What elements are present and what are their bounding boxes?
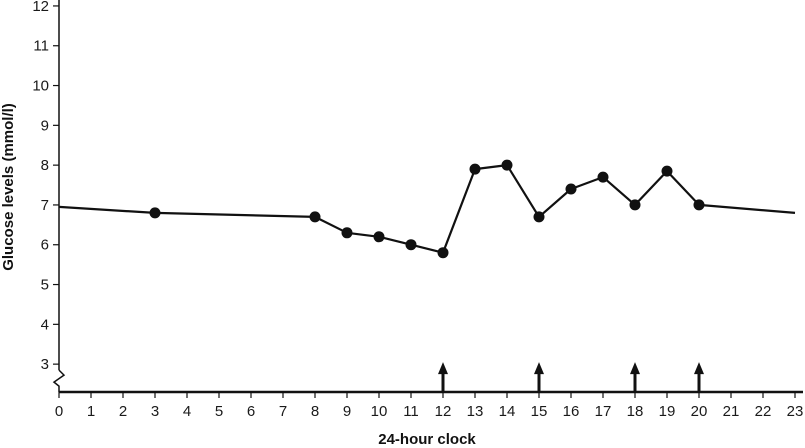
x-tick-label-11: 11	[403, 403, 419, 420]
y-tick-label-5: 5	[41, 277, 49, 294]
y-tick-label-8: 8	[41, 157, 49, 174]
data-point-11	[405, 239, 417, 251]
x-tick-label-9: 9	[343, 403, 351, 420]
data-point-19	[661, 165, 673, 177]
data-point-16	[565, 183, 577, 195]
axes-group: 0 1 2 3 4 5 6 7 8 9 10 11 12 13 14 15 16 17 18 19 20 21 22 2334…	[32, 0, 803, 420]
y-axis-break-mark	[52, 369, 66, 392]
x-tick-label-15: 15	[531, 403, 548, 420]
arrow-head-18	[630, 362, 640, 375]
glucose-series-group	[58, 159, 796, 259]
arrow-head-15	[534, 362, 544, 375]
data-point-15	[533, 211, 545, 223]
y-tick-label-11: 11	[33, 38, 49, 55]
x-tick-label-22: 22	[755, 403, 772, 420]
y-tick-label-4: 4	[41, 316, 49, 333]
arrow-head-20	[694, 362, 704, 375]
x-tick-label-10: 10	[371, 403, 388, 420]
x-tick-label-6: 6	[247, 403, 255, 420]
data-point-12	[437, 247, 449, 259]
x-tick-label-21: 21	[723, 403, 740, 420]
data-point-18	[629, 199, 641, 211]
x-tick-label-7: 7	[279, 403, 287, 420]
data-point-20	[693, 199, 705, 211]
x-tick-label-12: 12	[435, 403, 452, 420]
glucose-series-line	[58, 164, 796, 254]
y-tick-label-6: 6	[41, 237, 49, 254]
x-tick-label-4: 4	[183, 403, 191, 420]
data-point-8	[309, 211, 321, 223]
y-axis-title: Glucose levels (mmol/l)	[0, 103, 17, 271]
x-tick-label-17: 17	[595, 403, 612, 420]
y-tick-label-10: 10	[32, 78, 49, 95]
arrow-head-12	[438, 362, 448, 375]
x-tick-label-1: 1	[87, 403, 95, 420]
data-point-3	[149, 207, 161, 219]
y-tick-label-7: 7	[41, 197, 49, 214]
x-tick-label-19: 19	[659, 403, 676, 420]
data-point-9	[341, 227, 353, 239]
x-tick-label-14: 14	[499, 403, 516, 420]
x-axis-title: 24-hour clock	[378, 431, 476, 448]
data-point-10	[373, 231, 385, 243]
y-tick-label-12: 12	[32, 0, 49, 15]
x-tick-label-5: 5	[215, 403, 223, 420]
y-tick-label-9: 9	[41, 117, 49, 134]
x-tick-label-18: 18	[627, 403, 644, 420]
x-tick-label-23: 23	[787, 403, 804, 420]
x-tick-label-13: 13	[467, 403, 484, 420]
data-point-13	[469, 163, 481, 175]
x-tick-label-8: 8	[311, 403, 319, 420]
x-tick-label-16: 16	[563, 403, 580, 420]
x-tick-label-20: 20	[691, 403, 708, 420]
arrow-markers-group	[438, 362, 704, 392]
data-point-17	[597, 171, 609, 183]
x-tick-label-3: 3	[151, 403, 159, 420]
x-tick-label-2: 2	[119, 403, 127, 420]
data-point-14	[501, 159, 513, 171]
y-tick-label-3: 3	[41, 356, 49, 373]
x-tick-label-0: 0	[55, 403, 63, 420]
